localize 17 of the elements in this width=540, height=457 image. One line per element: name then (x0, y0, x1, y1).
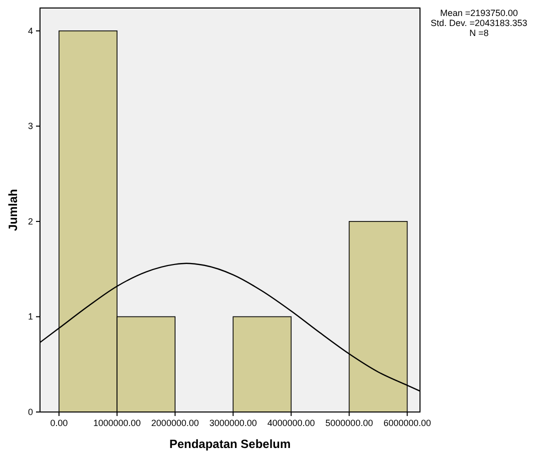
y-axis-title: Jumlah (6, 188, 20, 232)
y-tick-label: 0 (28, 407, 33, 417)
x-tick-label: 6000000.00 (383, 418, 432, 428)
x-tick-label: 3000000.00 (209, 418, 257, 428)
x-tick-label: 4000000.00 (267, 418, 315, 428)
x-tick-label: 0.00 (50, 418, 68, 428)
y-tick-label: 2 (28, 216, 33, 226)
x-axis-title: Pendapatan Sebelum (169, 437, 291, 451)
x-tick-label: 5000000.00 (325, 418, 373, 428)
text: Mean =2193750.00 (440, 8, 518, 18)
x-tick-label: 1000000.00 (93, 418, 141, 428)
text: N =8 (469, 28, 489, 38)
y-tick-label: 4 (28, 26, 33, 36)
x-tick-label: 2000000.00 (151, 418, 199, 428)
y-tick-label: 3 (28, 121, 33, 132)
y-tick-label: 1 (28, 312, 33, 322)
text: Std. Dev. =2043183.353 (430, 18, 528, 28)
